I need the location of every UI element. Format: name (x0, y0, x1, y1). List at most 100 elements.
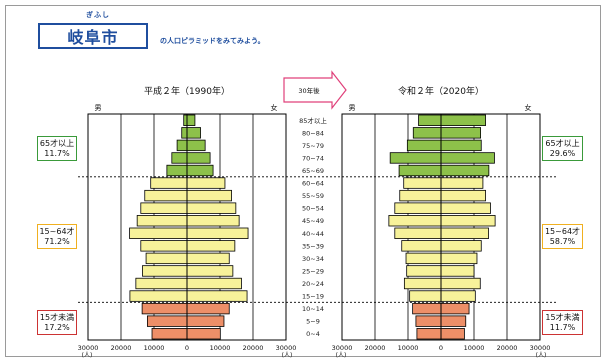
x-tick-label: 0 (185, 344, 189, 352)
bar-male (182, 128, 187, 139)
age-label: 20~24 (302, 280, 324, 288)
bar-male (172, 153, 187, 164)
badge-label: 65才以上 (38, 139, 76, 149)
x-unit-label: (人) (282, 352, 293, 359)
badge-working-1990: 15~64才 71.2% (37, 224, 77, 249)
age-label: 65~69 (302, 167, 324, 175)
bar-female (187, 190, 232, 201)
bar-male (407, 140, 441, 151)
x-tick-label: 10000 (210, 344, 231, 352)
bar-female (441, 316, 466, 327)
badge-percent: 29.6% (543, 149, 582, 159)
bar-female (441, 140, 481, 151)
x-tick-label: 10000 (464, 344, 485, 352)
x-unit-label: (人) (536, 352, 547, 359)
x-tick-label: 20000 (243, 344, 264, 352)
bar-female (187, 228, 248, 239)
badge-label: 15才未満 (38, 313, 76, 323)
age-label: 30~34 (302, 255, 324, 263)
bar-male (167, 165, 187, 176)
x-tick-label: 10000 (144, 344, 165, 352)
bar-male (146, 253, 187, 264)
bar-male (413, 128, 441, 139)
bar-female (187, 303, 229, 314)
bar-female (441, 115, 486, 126)
bar-female (187, 316, 224, 327)
badge-percent: 11.7% (543, 323, 582, 333)
badge-elderly-1990: 65才以上 11.7% (37, 136, 77, 161)
female-label: 女 (525, 103, 532, 112)
badge-label: 15才未満 (543, 313, 582, 323)
x-tick-label: 30000 (332, 344, 353, 352)
age-label: 40~44 (302, 230, 324, 238)
x-tick-label: 0 (439, 344, 443, 352)
age-label: 10~14 (302, 305, 324, 313)
x-tick-label: 30000 (276, 344, 297, 352)
arrow-label: 30年後 (298, 86, 320, 95)
badge-label: 15~64才 (38, 227, 76, 237)
bar-female (441, 203, 491, 214)
bar-male (142, 266, 187, 277)
bar-male (147, 316, 187, 327)
bar-male (142, 303, 187, 314)
bar-female (441, 241, 481, 252)
bar-female (441, 190, 486, 201)
bar-female (187, 241, 235, 252)
age-label: 25~29 (302, 267, 324, 275)
age-label: 45~49 (302, 217, 324, 225)
bar-female (187, 278, 241, 289)
age-label: 15~19 (302, 293, 324, 301)
badge-young-1990: 15才未満 17.2% (37, 310, 77, 335)
bar-female (187, 328, 220, 339)
bar-female (441, 178, 483, 189)
bar-male (417, 328, 441, 339)
x-unit-label: (人) (336, 352, 347, 359)
x-unit-label: (人) (82, 352, 93, 359)
badge-percent: 11.7% (38, 149, 76, 159)
male-label: 男 (349, 104, 356, 112)
bar-female (187, 140, 205, 151)
bar-male (395, 228, 441, 239)
badge-elderly-2020: 65才以上 29.6% (542, 136, 583, 161)
bar-female (441, 278, 480, 289)
bar-male (177, 140, 187, 151)
age-label: 5~9 (306, 318, 320, 326)
bar-female (187, 165, 213, 176)
bar-male (404, 278, 441, 289)
bar-male (416, 316, 441, 327)
bar-female (441, 128, 481, 139)
age-label: 85才以上 (299, 116, 327, 125)
x-tick-label: 10000 (398, 344, 419, 352)
badge-young-2020: 15才未満 11.7% (542, 310, 583, 335)
bar-female (187, 203, 236, 214)
bar-male (410, 291, 441, 302)
badge-label: 65才以上 (543, 139, 582, 149)
chart-title: 平成２年（1990年） (144, 85, 230, 97)
bar-female (441, 153, 494, 164)
badge-working-2020: 15~64才 58.7% (542, 224, 583, 249)
bar-male (402, 241, 441, 252)
x-tick-label: 20000 (365, 344, 386, 352)
bar-female (187, 291, 247, 302)
bar-male (130, 291, 187, 302)
bar-female (441, 253, 477, 264)
bar-male (137, 215, 187, 226)
bar-male (399, 165, 441, 176)
badge-percent: 71.2% (38, 237, 76, 247)
age-label: 75~79 (302, 142, 324, 150)
bar-male (145, 190, 187, 201)
bar-female (441, 328, 464, 339)
bar-female (187, 115, 195, 126)
bar-female (441, 291, 475, 302)
age-label: 50~54 (302, 205, 324, 213)
bar-male (400, 190, 441, 201)
bar-male (419, 115, 441, 126)
bar-male (390, 153, 441, 164)
bar-female (187, 128, 201, 139)
age-label: 0~4 (306, 330, 320, 338)
bar-male (407, 266, 441, 277)
bar-male (151, 178, 187, 189)
age-label: 35~39 (302, 242, 324, 250)
x-tick-label: 30000 (530, 344, 551, 352)
bar-male (130, 228, 187, 239)
